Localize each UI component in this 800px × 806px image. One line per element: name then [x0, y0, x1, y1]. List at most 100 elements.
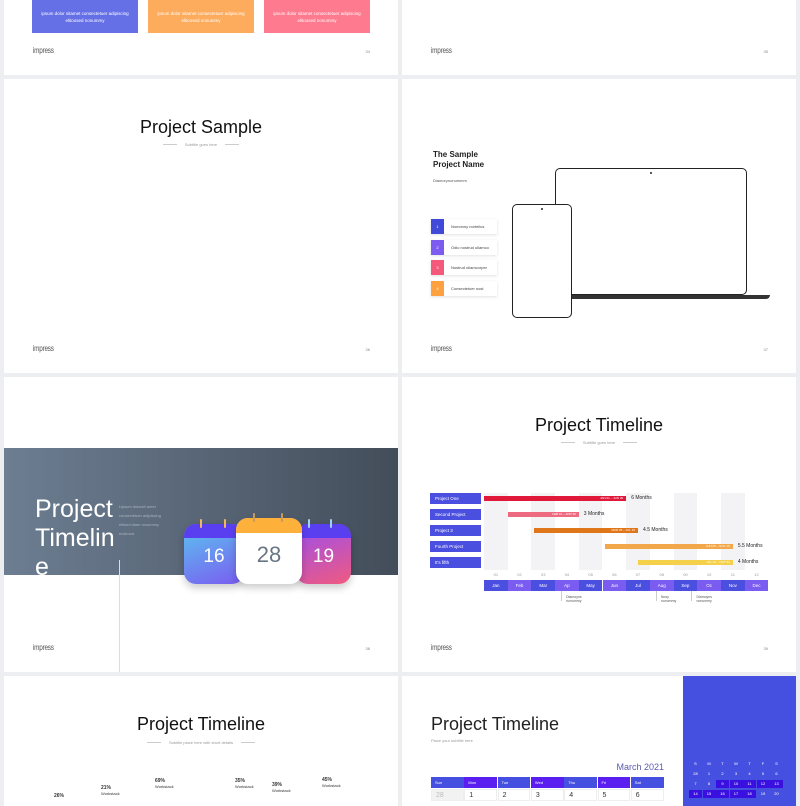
milestone-2: 21% Workstack	[101, 785, 120, 796]
mini-day: 17	[729, 790, 743, 798]
month-label: Oc	[697, 580, 721, 591]
project-label: Second Project	[430, 509, 481, 520]
month-label: Jun	[602, 580, 627, 591]
brand-logo: impress	[33, 46, 54, 55]
calendar-day: 5	[597, 789, 631, 801]
month-number-label: 04	[564, 572, 570, 577]
slide-number: 34	[365, 49, 370, 54]
slide-number: 35	[763, 49, 768, 54]
calendar-day: 6	[630, 789, 664, 801]
project-label: Project 3	[430, 525, 481, 536]
month-number-label: 05	[588, 572, 593, 577]
mini-weekday: T	[721, 761, 724, 766]
slide-title: Project Sample	[139, 117, 263, 137]
mini-day: 4	[748, 771, 751, 776]
weekday-header: Tue	[497, 777, 531, 788]
mini-day: 2	[721, 771, 724, 776]
milestone-4: 35% Workstack	[235, 778, 254, 789]
calendar-month: March 2021	[616, 762, 664, 772]
weekday-header: Mon	[464, 777, 498, 788]
month-label: Ap	[555, 580, 579, 591]
project-desc: Diamorynonummm	[433, 178, 467, 183]
brand-logo: impress	[33, 344, 54, 353]
project-label: Project One	[430, 493, 481, 504]
month-label: Jul	[626, 580, 650, 591]
slide-subtitle: Subtitle goes here	[4, 142, 398, 147]
slide-35[interactable]: impress 35	[402, 0, 796, 75]
slide-title: Project Timeline	[534, 415, 664, 435]
phone-camera	[541, 208, 543, 210]
brand-logo: impress	[431, 46, 452, 55]
mini-day: 10	[729, 780, 743, 788]
mini-day: 14	[689, 790, 702, 798]
slide-38[interactable]: Project Timeline Upsum dolorsit amet con…	[4, 377, 398, 672]
mini-day: 13	[770, 780, 783, 788]
slide-subtitle: Subtitle place here with short details	[4, 740, 398, 745]
note-text: Diamoyns nonummy	[566, 595, 582, 603]
note-text: Diamoyns nonummy	[696, 595, 712, 603]
mini-day: 6	[775, 771, 778, 776]
mini-day: 12	[756, 780, 770, 788]
mini-day: 20	[774, 791, 779, 796]
slide-title: Project Timeline	[431, 714, 560, 734]
mini-weekday: S	[775, 761, 778, 766]
month-number-label: 07	[635, 572, 641, 577]
slide-40[interactable]: Project Timeline Subtitle place here wit…	[4, 676, 398, 806]
mini-day: 1	[707, 771, 711, 776]
project-label: It's fifth	[430, 557, 481, 568]
month-label: Nov	[721, 580, 745, 591]
mini-day: 15	[702, 790, 716, 798]
month-column	[484, 493, 508, 570]
calendar-day: 3	[530, 789, 564, 801]
month-label: May	[578, 580, 603, 591]
hero-title: Project Timeline	[35, 495, 115, 575]
step-2: 2 Odio nostrud ullamco	[431, 240, 497, 255]
laptop-mockup	[555, 168, 747, 295]
mini-day: 5	[761, 771, 765, 776]
calendar-icon-19: 19	[296, 519, 351, 584]
calendar-day: 28	[431, 789, 464, 801]
mini-weekday: M	[707, 761, 711, 766]
note-marker	[655, 591, 657, 601]
mini-day: 8	[707, 781, 711, 786]
month-number-label: 02	[517, 572, 522, 577]
info-box-3: ipsum dolor sitamet consectetuer adipisc…	[264, 0, 370, 33]
mini-day: 18	[743, 790, 756, 798]
note-marker	[561, 591, 563, 601]
month-column	[626, 493, 650, 570]
gantt-bar: JAN 01 – JUN 30	[484, 496, 627, 501]
month-number-label: 03	[541, 572, 546, 577]
phone-mockup	[512, 204, 572, 318]
mini-weekday: S	[694, 761, 697, 766]
weekday-header: Sun	[431, 777, 464, 788]
mini-day: 19	[760, 791, 766, 796]
milestone-5: 39% Workstack	[272, 782, 291, 793]
project-label: Fourth Project	[430, 541, 481, 552]
slide-subtitle: Subtitle goes here	[402, 440, 796, 445]
weekday-header: Thu	[564, 777, 597, 788]
month-label: Feb	[507, 580, 532, 591]
duration-label: 4.5 Months	[643, 527, 668, 533]
month-number-label: 09	[683, 572, 688, 577]
laptop-camera	[650, 172, 652, 174]
divider-line	[119, 560, 120, 672]
mini-day: 3	[734, 771, 738, 776]
mini-day: 28	[693, 771, 698, 776]
month-label: Sep	[673, 580, 698, 591]
step-4: 4 Consectetuer nost	[431, 281, 497, 296]
calendar-icon-16: 16	[184, 519, 244, 584]
note-text: Nosy nonummy	[660, 595, 677, 603]
month-label: Jan	[484, 580, 508, 591]
project-name-title: The Sample Project Name	[433, 150, 485, 169]
month-number-label: 08	[659, 572, 664, 577]
month-number-label: 11	[730, 572, 735, 577]
slide-36[interactable]: Project Sample Subtitle goes here impres…	[4, 79, 398, 373]
slide-subtitle: Place your subtitle here	[431, 738, 473, 743]
gantt-bar: JUL 01 – OCT 31	[638, 560, 733, 565]
month-number-label: 12	[754, 572, 759, 577]
slide-34[interactable]: ipsum dolor sitamet consectetuer adipisc…	[4, 0, 398, 75]
slide-number: 39	[763, 646, 768, 651]
calendar-day: 1	[464, 789, 498, 801]
month-number-label: 06	[612, 572, 617, 577]
mini-day: 9	[716, 780, 729, 788]
